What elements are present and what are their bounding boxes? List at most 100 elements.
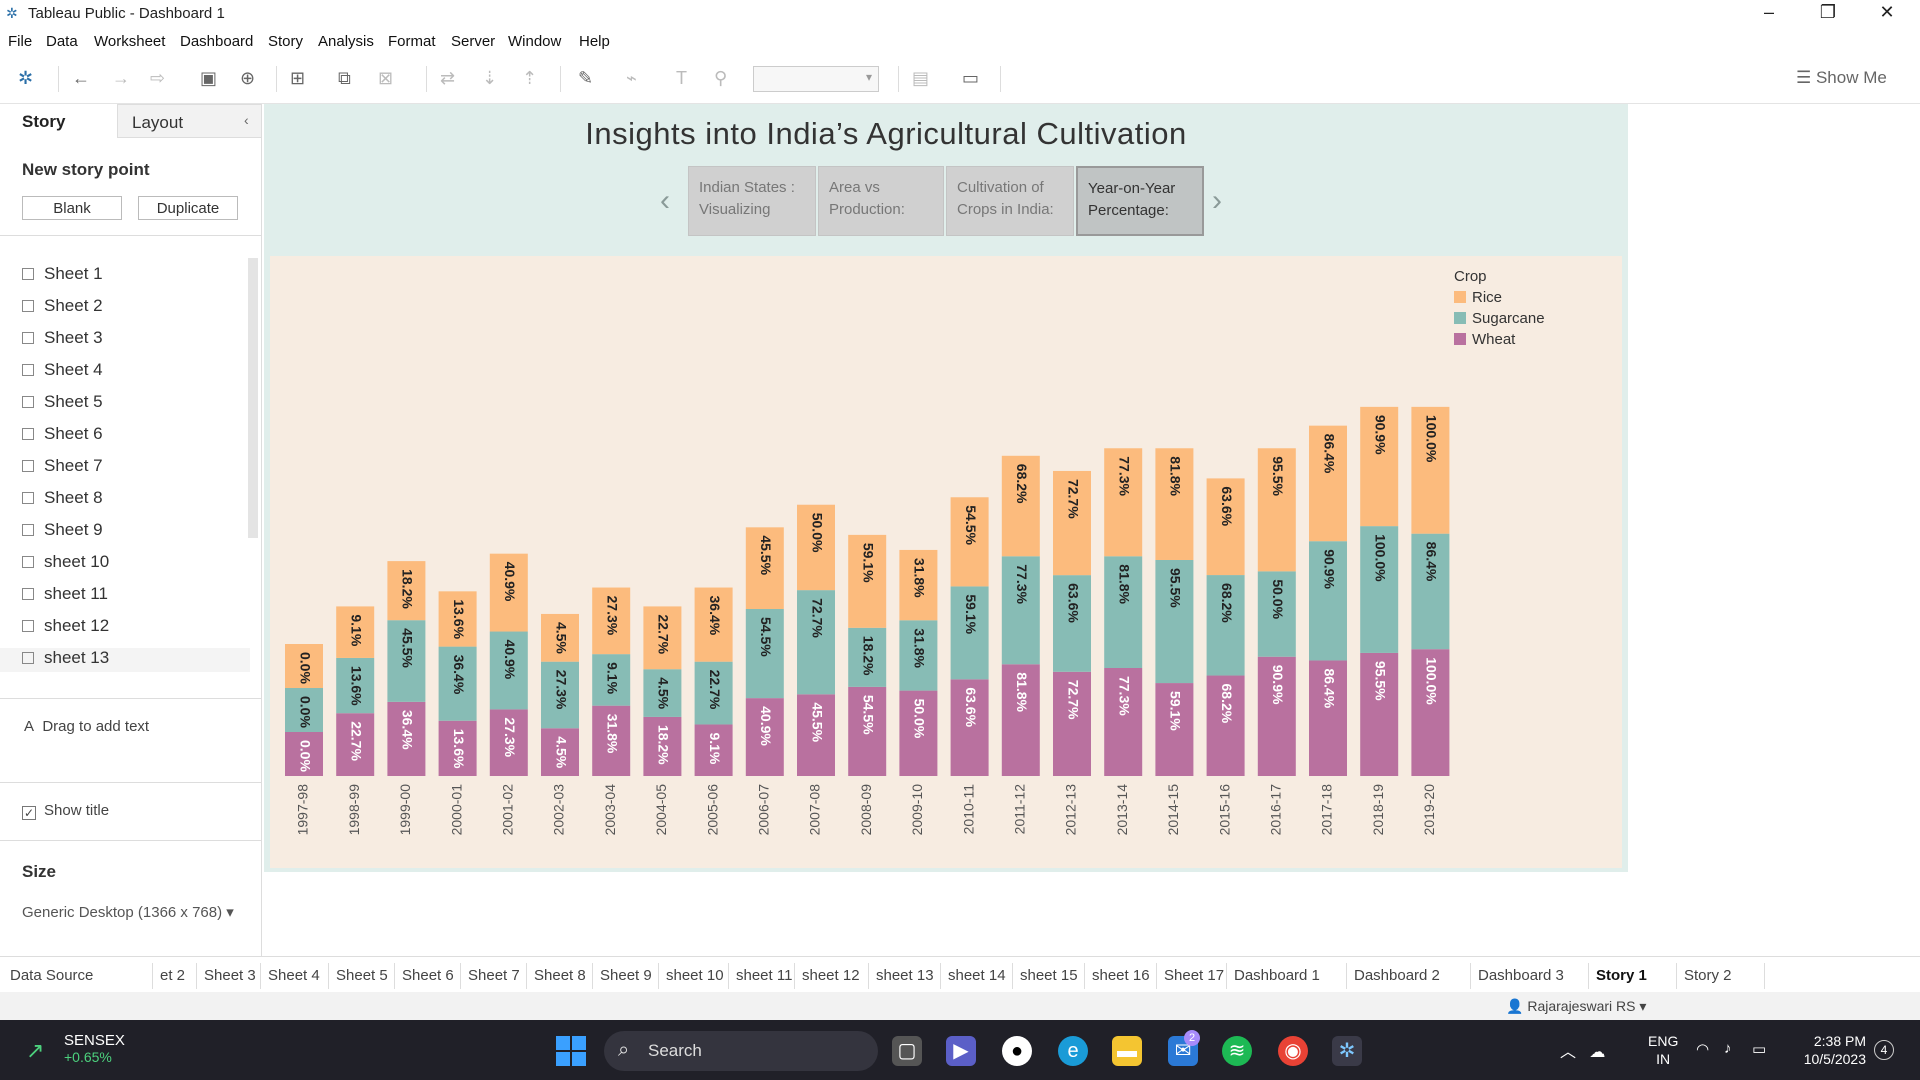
tab-story[interactable]: Story (0, 104, 117, 138)
bar-segment-sugarcane[interactable] (1104, 556, 1143, 668)
restore-icon[interactable]: ❐ (1819, 2, 1837, 22)
bar-segment-wheat[interactable] (1360, 652, 1399, 776)
sheet-tab[interactable]: Sheet 4 (268, 967, 320, 984)
bar-segment-rice[interactable] (1104, 448, 1143, 557)
bar-segment-rice[interactable] (899, 549, 938, 621)
bar-segment-rice[interactable] (336, 606, 375, 658)
bar-segment-rice[interactable] (1053, 470, 1091, 576)
replay-icon[interactable]: ⇨ (150, 68, 166, 88)
sheet-list-item[interactable]: sheet 11 (22, 584, 108, 608)
menu-window[interactable]: Window (508, 33, 562, 50)
sheet-tab[interactable]: sheet 11 (736, 967, 793, 984)
edge-icon[interactable]: e (1058, 1036, 1088, 1066)
sheet-tab[interactable]: Sheet 7 (468, 967, 520, 984)
bar-segment-sugarcane[interactable] (1206, 575, 1245, 676)
menu-server[interactable]: Server (451, 33, 496, 50)
sheet-tab[interactable]: sheet 12 (802, 967, 860, 984)
sheet-tab[interactable]: Sheet 9 (600, 967, 652, 984)
legend-item-rice[interactable]: Rice (1454, 289, 1545, 310)
chrome-icon[interactable]: ◉ (1278, 1036, 1308, 1066)
bar-segment-wheat[interactable] (950, 679, 989, 776)
bar-segment-rice[interactable] (797, 504, 835, 591)
taskbar-search[interactable]: ⌕ Search (604, 1031, 878, 1071)
highlight-icon[interactable]: ✎ (578, 68, 594, 88)
sheet-tab[interactable]: sheet 10 (666, 967, 724, 984)
spotify-icon[interactable]: ≋ (1222, 1036, 1252, 1066)
battery-icon[interactable]: ▭ (1752, 1041, 1767, 1058)
bar-segment-sugarcane[interactable] (1053, 575, 1091, 672)
bar-segment-sugarcane[interactable] (489, 631, 528, 710)
bar-segment-wheat[interactable] (1309, 660, 1347, 776)
add-data-source-icon[interactable]: ⊕ (240, 68, 256, 88)
bar-segment-wheat[interactable] (1206, 675, 1245, 776)
presentation-mode-icon[interactable]: ▭ (962, 68, 980, 88)
bar-segment-wheat[interactable] (489, 709, 528, 776)
bar-segment-sugarcane[interactable] (1257, 571, 1296, 657)
close-icon[interactable]: ✕ (1879, 2, 1895, 22)
save-icon[interactable]: ▣ (200, 68, 218, 88)
sheet-list-item[interactable]: sheet 13 (0, 648, 250, 672)
user-menu[interactable]: 👤 Rajarajeswari RS ▾ (1506, 998, 1647, 1014)
file-explorer-icon[interactable]: ▬ (1112, 1036, 1142, 1066)
sheet-list-item[interactable]: Sheet 4 (22, 360, 103, 384)
bar-segment-sugarcane[interactable] (387, 620, 426, 702)
wifi-icon[interactable]: ◠ (1696, 1041, 1710, 1058)
clear-sheet-icon[interactable]: ⊠ (378, 68, 394, 88)
bar-segment-wheat[interactable] (592, 705, 631, 776)
bar-segment-wheat[interactable] (1411, 649, 1450, 776)
undo-icon[interactable]: ← (72, 68, 90, 88)
bar-segment-wheat[interactable] (1104, 667, 1143, 776)
duplicate-sheet-icon[interactable]: ⧉ (338, 68, 351, 88)
bar-segment-sugarcane[interactable] (1155, 559, 1194, 684)
bar-segment-rice[interactable] (1411, 406, 1450, 534)
bar-segment-wheat[interactable] (1155, 683, 1194, 776)
bar-segment-sugarcane[interactable] (1411, 533, 1450, 650)
bar-segment-wheat[interactable] (387, 701, 426, 776)
sheet-list-item[interactable]: Sheet 6 (22, 424, 103, 448)
sheet-tab[interactable]: sheet 14 (948, 967, 1006, 984)
sheet-tab[interactable]: Story 2 (1684, 967, 1732, 984)
bar-segment-wheat[interactable] (797, 694, 835, 776)
bar-segment-rice[interactable] (1001, 455, 1040, 557)
sheet-tab[interactable]: Sheet 5 (336, 967, 388, 984)
bar-segment-sugarcane[interactable] (950, 586, 989, 680)
bar-segment-sugarcane[interactable] (438, 646, 477, 721)
menu-format[interactable]: Format (388, 33, 436, 50)
sheet-tab[interactable]: Sheet 8 (534, 967, 586, 984)
bar-segment-rice[interactable] (694, 587, 733, 662)
sheet-tab[interactable]: Sheet 6 (402, 967, 454, 984)
bar-segment-wheat[interactable] (745, 698, 784, 776)
windows-start-icon[interactable] (556, 1036, 586, 1066)
bar-segment-sugarcane[interactable] (745, 609, 784, 699)
sheet-tab[interactable]: Sheet 17 (1164, 967, 1225, 984)
teams-icon[interactable]: ▶ (946, 1036, 976, 1066)
redo-icon[interactable]: → (112, 68, 130, 88)
bar-segment-rice[interactable] (541, 613, 579, 662)
bar-segment-rice[interactable] (745, 527, 784, 610)
sheet-tab[interactable]: sheet 16 (1092, 967, 1150, 984)
bar-segment-rice[interactable] (1309, 425, 1347, 542)
bar-segment-rice[interactable] (1206, 478, 1245, 576)
pin-icon[interactable]: ⚲ (714, 68, 728, 88)
bar-segment-rice[interactable] (643, 606, 682, 670)
bar-segment-sugarcane[interactable] (592, 654, 631, 706)
menu-dashboard[interactable]: Dashboard (180, 33, 254, 50)
sheet-list-item[interactable]: Sheet 8 (22, 488, 103, 512)
bar-segment-sugarcane[interactable] (541, 661, 579, 729)
sort-descending-icon[interactable]: ⇡ (522, 68, 538, 88)
bar-segment-sugarcane[interactable] (1309, 541, 1347, 661)
drag-to-add-text[interactable]: A Drag to add text (24, 718, 150, 735)
swap-icon[interactable]: ⇄ (440, 68, 456, 88)
tableau-taskbar-icon[interactable]: ✲ (1332, 1036, 1362, 1066)
bar-segment-sugarcane[interactable] (643, 669, 682, 717)
show-title-checkbox[interactable]: ✓ Show title (22, 802, 110, 820)
bar-segment-rice[interactable] (438, 591, 477, 647)
new-sheet-icon[interactable]: ⊞ (290, 68, 306, 88)
group-icon[interactable]: ⌁ (626, 68, 637, 88)
bar-segment-wheat[interactable] (1053, 671, 1091, 776)
menu-analysis[interactable]: Analysis (318, 33, 374, 50)
sheet-list-item[interactable]: Sheet 2 (22, 296, 103, 320)
sensex-widget[interactable]: SENSEX +0.65% (64, 1032, 125, 1065)
legend-item-sugarcane[interactable]: Sugarcane (1454, 310, 1545, 331)
bar-segment-wheat[interactable] (1001, 664, 1040, 776)
